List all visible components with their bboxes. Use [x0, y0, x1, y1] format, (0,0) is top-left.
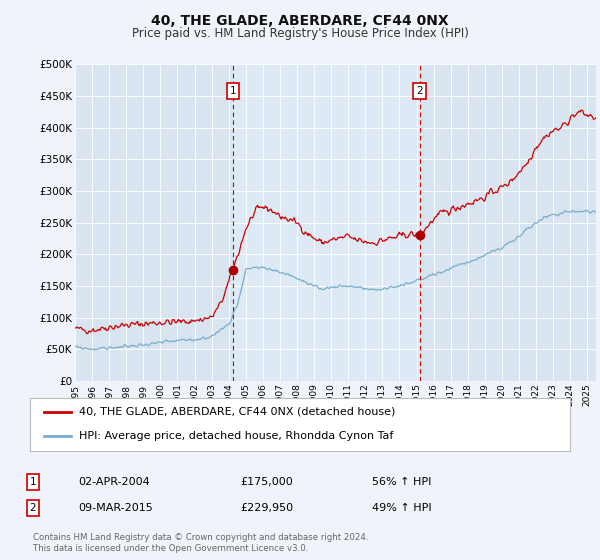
Text: 1: 1: [29, 477, 37, 487]
Text: £229,950: £229,950: [240, 503, 293, 513]
Text: 09-MAR-2015: 09-MAR-2015: [78, 503, 153, 513]
Text: 40, THE GLADE, ABERDARE, CF44 0NX (detached house): 40, THE GLADE, ABERDARE, CF44 0NX (detac…: [79, 407, 395, 417]
Text: £175,000: £175,000: [240, 477, 293, 487]
Text: Price paid vs. HM Land Registry's House Price Index (HPI): Price paid vs. HM Land Registry's House …: [131, 27, 469, 40]
Text: 40, THE GLADE, ABERDARE, CF44 0NX: 40, THE GLADE, ABERDARE, CF44 0NX: [151, 14, 449, 28]
Text: HPI: Average price, detached house, Rhondda Cynon Taf: HPI: Average price, detached house, Rhon…: [79, 431, 393, 441]
Text: 2: 2: [416, 86, 423, 96]
Bar: [233, 64, 419, 381]
Text: 56% ↑ HPI: 56% ↑ HPI: [372, 477, 431, 487]
Text: Contains HM Land Registry data © Crown copyright and database right 2024.
This d: Contains HM Land Registry data © Crown c…: [33, 533, 368, 553]
Text: 49% ↑ HPI: 49% ↑ HPI: [372, 503, 431, 513]
Text: 2: 2: [29, 503, 37, 513]
Text: 1: 1: [230, 86, 236, 96]
Text: 02-APR-2004: 02-APR-2004: [78, 477, 150, 487]
